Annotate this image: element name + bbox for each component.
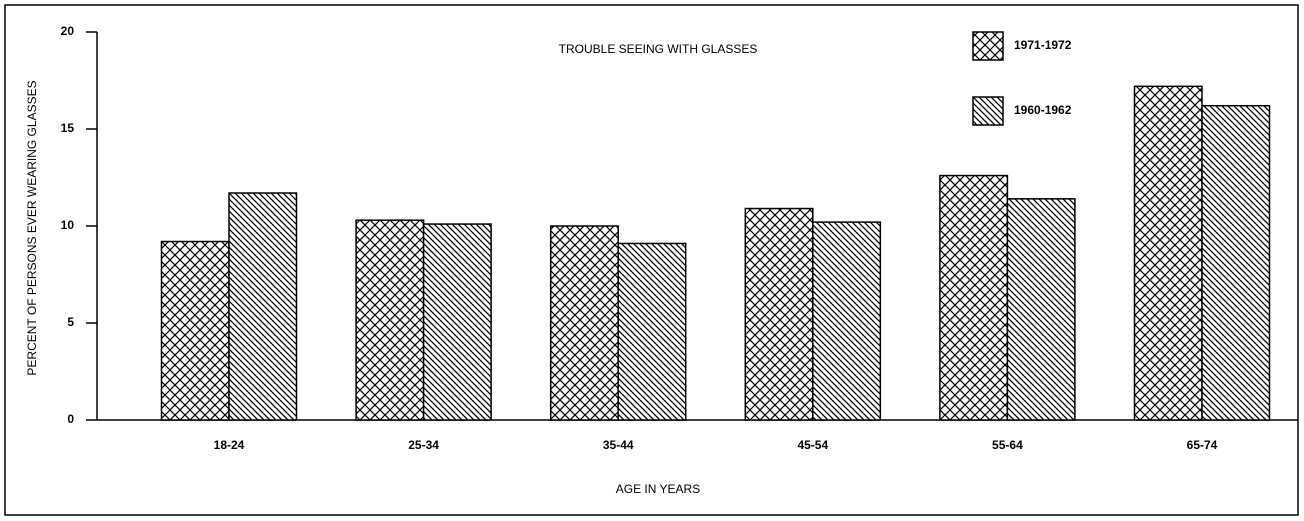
bar: [160, 240, 230, 421]
x-tick-label: 35-44: [603, 438, 634, 452]
y-axis-label: PERCENT OF PERSONS EVER WEARING GLASSES: [25, 80, 39, 375]
legend-swatch: [972, 96, 1004, 126]
y-tick-label: 5: [67, 315, 74, 329]
bar: [939, 174, 1009, 421]
y-tick-label: 15: [61, 121, 75, 135]
bar: [549, 225, 619, 421]
y-tick-label: 10: [61, 218, 75, 232]
bar: [355, 219, 425, 421]
bar: [617, 242, 687, 421]
bar: [422, 223, 492, 421]
x-tick-label: 18-24: [214, 438, 245, 452]
bar: [1006, 198, 1076, 421]
frame: [4, 4, 1299, 516]
x-tick-label: 45-54: [797, 438, 828, 452]
bar: [812, 221, 882, 421]
y-tick-label: 20: [61, 24, 75, 38]
legend-label: 1960-1962: [1014, 103, 1072, 117]
bar: [228, 192, 298, 421]
y-tick-label: 0: [67, 412, 74, 426]
bar: [744, 207, 814, 421]
bar: [1133, 85, 1203, 421]
legend-label: 1971-1972: [1014, 38, 1072, 52]
chart-title: TROUBLE SEEING WITH GLASSES: [559, 42, 758, 56]
x-tick-label: 65-74: [1187, 438, 1218, 452]
x-tick-label: 25-34: [408, 438, 439, 452]
x-axis-label: AGE IN YEARS: [616, 482, 700, 496]
x-tick-label: 55-64: [992, 438, 1023, 452]
legend-swatch: [972, 31, 1004, 61]
bar: [1201, 104, 1271, 421]
